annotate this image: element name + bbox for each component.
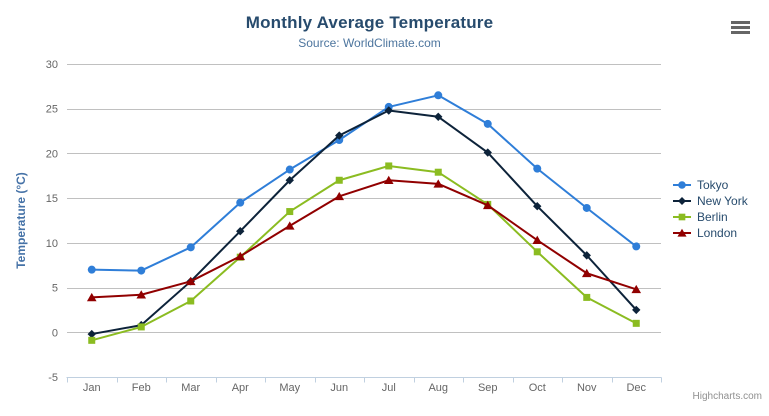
y-axis-title: Temperature (°C): [14, 172, 28, 269]
marker-new-york-aug[interactable]: [434, 112, 443, 121]
marker-london-sep[interactable]: [482, 200, 493, 210]
marker-london-jun[interactable]: [334, 191, 345, 201]
x-axis-label: Nov: [577, 382, 597, 394]
marker-new-york-jul[interactable]: [384, 106, 393, 115]
series-line-berlin[interactable]: [90, 164, 638, 342]
marker-berlin-oct[interactable]: [533, 248, 541, 256]
x-axis-label: Aug: [428, 382, 448, 394]
marker-tokyo-mar[interactable]: [186, 243, 195, 252]
marker-new-york-oct[interactable]: [533, 201, 542, 211]
legend-label: Tokyo: [697, 178, 729, 192]
triangle-legend-icon: [673, 228, 691, 237]
x-axis-label: Dec: [626, 382, 646, 394]
legend-label: New York: [697, 194, 748, 208]
marker-london-jul[interactable]: [383, 175, 394, 185]
x-axis-label: Sep: [478, 382, 498, 394]
marker-new-york-nov[interactable]: [582, 251, 591, 260]
marker-berlin-dec[interactable]: [632, 319, 640, 327]
y-axis-label: 10: [46, 238, 58, 250]
marker-london-feb[interactable]: [136, 290, 147, 299]
marker-london-mar[interactable]: [185, 276, 196, 286]
series-line-london[interactable]: [90, 179, 638, 299]
x-axis-label: Apr: [232, 382, 249, 394]
square-legend-icon: [673, 213, 691, 221]
triangle-legend-marker: [677, 228, 687, 237]
chart-subtitle: Source: WorldClimate.com: [298, 36, 441, 50]
x-axis-label: Feb: [132, 382, 151, 394]
circle-legend-marker: [678, 181, 686, 189]
marker-london-aug[interactable]: [433, 179, 444, 188]
legend: Tokyo New York Berlin London: [671, 177, 748, 241]
legend-item-new-york[interactable]: New York: [671, 193, 748, 209]
x-axis-label: May: [279, 382, 300, 394]
hamburger-bar: [731, 20, 750, 24]
marker-london-jan[interactable]: [86, 292, 97, 302]
diamond-legend-marker: [678, 197, 686, 205]
marker-berlin-nov[interactable]: [583, 293, 591, 301]
highcharts-credit[interactable]: Highcharts.com: [692, 391, 762, 402]
marker-tokyo-jan[interactable]: [87, 265, 96, 274]
marker-london-dec[interactable]: [631, 284, 642, 294]
marker-new-york-jun[interactable]: [335, 131, 344, 140]
marker-berlin-aug[interactable]: [434, 168, 442, 176]
legend-label: Berlin: [697, 210, 728, 224]
marker-tokyo-sep[interactable]: [483, 119, 492, 128]
x-axis-label: Jun: [330, 382, 348, 394]
marker-tokyo-feb[interactable]: [137, 266, 146, 275]
marker-berlin-feb[interactable]: [137, 323, 145, 331]
marker-london-may[interactable]: [284, 221, 295, 230]
x-axis-label: Oct: [529, 382, 546, 394]
circle-legend-icon: [673, 181, 691, 189]
marker-berlin-mar[interactable]: [187, 297, 195, 305]
marker-london-apr[interactable]: [235, 251, 246, 261]
y-axis-label: 30: [46, 59, 58, 71]
y-axis-label: 5: [52, 283, 58, 295]
y-axis-label: 0: [52, 327, 58, 339]
marker-london-oct[interactable]: [532, 235, 543, 244]
legend-label: London: [697, 226, 738, 240]
marker-tokyo-may[interactable]: [285, 165, 294, 174]
series-line-tokyo[interactable]: [90, 94, 638, 272]
marker-berlin-may[interactable]: [286, 208, 294, 216]
legend-item-berlin[interactable]: Berlin: [671, 209, 748, 225]
marker-london-nov[interactable]: [581, 268, 592, 278]
marker-berlin-jun[interactable]: [335, 176, 343, 184]
x-axis-label: Jan: [83, 382, 101, 394]
marker-berlin-jul[interactable]: [385, 162, 393, 170]
marker-tokyo-apr[interactable]: [236, 198, 245, 207]
chart-title: Monthly Average Temperature: [245, 13, 494, 32]
marker-berlin-jan[interactable]: [88, 336, 96, 344]
legend-item-tokyo[interactable]: Tokyo: [671, 177, 748, 193]
marker-new-york-apr[interactable]: [236, 227, 245, 236]
marker-new-york-may[interactable]: [285, 176, 294, 185]
marker-new-york-dec[interactable]: [632, 305, 641, 315]
legend-item-london[interactable]: London: [671, 225, 748, 241]
marker-tokyo-nov[interactable]: [582, 203, 591, 212]
marker-new-york-sep[interactable]: [483, 148, 492, 157]
marker-tokyo-aug[interactable]: [434, 91, 443, 100]
marker-tokyo-oct[interactable]: [533, 164, 542, 173]
square-legend-marker: [678, 213, 686, 221]
series-line-new-york[interactable]: [90, 109, 638, 336]
marker-new-york-jan[interactable]: [87, 329, 96, 339]
hamburger-menu-icon[interactable]: [729, 19, 753, 37]
hamburger-bar: [731, 30, 750, 34]
hamburger-bar: [731, 25, 750, 29]
marker-tokyo-dec[interactable]: [632, 242, 641, 251]
y-axis-label: -5: [48, 372, 58, 384]
x-axis-label: Jul: [382, 382, 396, 394]
diamond-legend-icon: [673, 197, 691, 205]
y-axis-label: 15: [46, 193, 58, 205]
y-axis-label: 25: [46, 104, 58, 116]
x-axis-label: Mar: [181, 382, 200, 394]
y-axis-label: 20: [46, 148, 58, 160]
